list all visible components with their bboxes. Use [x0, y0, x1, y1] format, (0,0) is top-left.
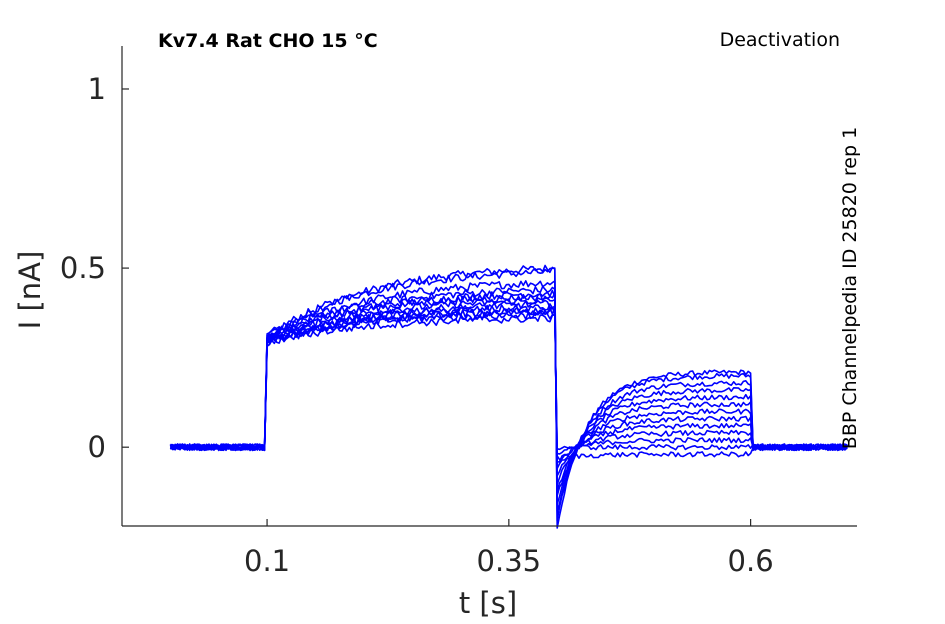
chart-subtitle: Deactivation	[720, 29, 840, 51]
x-ticks: 0.1 0.35 0.6	[244, 519, 774, 578]
current-trace-12	[169, 313, 848, 452]
current-trace-6	[170, 292, 848, 492]
current-trace-9	[169, 303, 848, 470]
y-tick-label: 0.5	[60, 251, 106, 285]
current-trace-2	[170, 267, 848, 522]
x-tick-label: 0.1	[244, 544, 290, 578]
current-trace-7	[169, 297, 848, 486]
current-trace-13	[169, 306, 848, 461]
current-trace-1	[169, 264, 849, 529]
y-ticks: 00.51	[60, 72, 129, 464]
x-axis-label: t [s]	[459, 586, 517, 620]
y-tick-label: 1	[88, 72, 106, 106]
channelpedia-id-label: BBP Channelpedia ID 25820 rep 1	[839, 127, 861, 449]
trace-group	[169, 264, 849, 529]
chart-title: Kv7.4 Rat CHO 15 °C	[158, 30, 378, 52]
x-tick-label: 0.6	[728, 544, 774, 578]
y-axis-label: I [nA]	[13, 251, 47, 330]
x-tick-label: 0.35	[477, 544, 542, 578]
y-tick-label: 0	[88, 430, 106, 464]
